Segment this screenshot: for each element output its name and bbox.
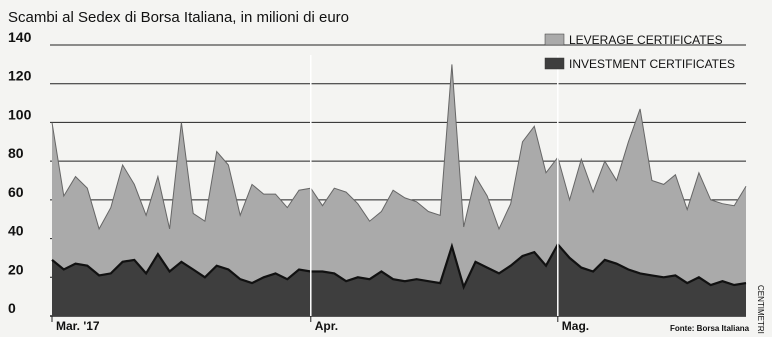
series-area-1	[52, 64, 746, 317]
y-tick-label-40: 40	[8, 223, 24, 239]
legend: LEVERAGE CERTIFICATES INVESTMENT CERTIFIC…	[544, 33, 735, 71]
x-axis: Mar. '17 Apr. Mag.	[51, 55, 589, 333]
legend-label-2: INVESTMENT CERTIFICATES	[569, 57, 735, 71]
plot-areas	[51, 64, 747, 317]
series-line-1	[51, 64, 747, 231]
y-tick-label-100: 100	[8, 106, 32, 122]
y-tick-label-60: 60	[8, 184, 24, 200]
series-line-2	[51, 242, 747, 291]
x-tick-label-1: Mar. '17	[56, 319, 100, 333]
side-text: CENTIMETRI	[756, 285, 765, 334]
legend-swatch-1	[544, 33, 565, 46]
y-tick-label-20: 20	[8, 261, 24, 277]
source-note: Fonte: Borsa Italiana	[670, 324, 750, 333]
legend-swatch-2	[544, 57, 565, 70]
x-tick-label-2: Apr.	[315, 319, 338, 333]
y-axis: 0 20 40 60 80 100 120 140	[8, 29, 32, 316]
y-tick-label-80: 80	[8, 145, 24, 161]
legend-label-1: LEVERAGE CERTIFICATES	[569, 33, 723, 47]
x-tick-label-3: Mag.	[562, 319, 589, 333]
chart-title: Scambi al Sedex di Borsa Italiana, in mi…	[8, 9, 349, 26]
y-tick-label-120: 120	[8, 68, 32, 84]
y-tick-label-140: 140	[8, 29, 32, 45]
y-tick-label-0: 0	[8, 300, 16, 316]
